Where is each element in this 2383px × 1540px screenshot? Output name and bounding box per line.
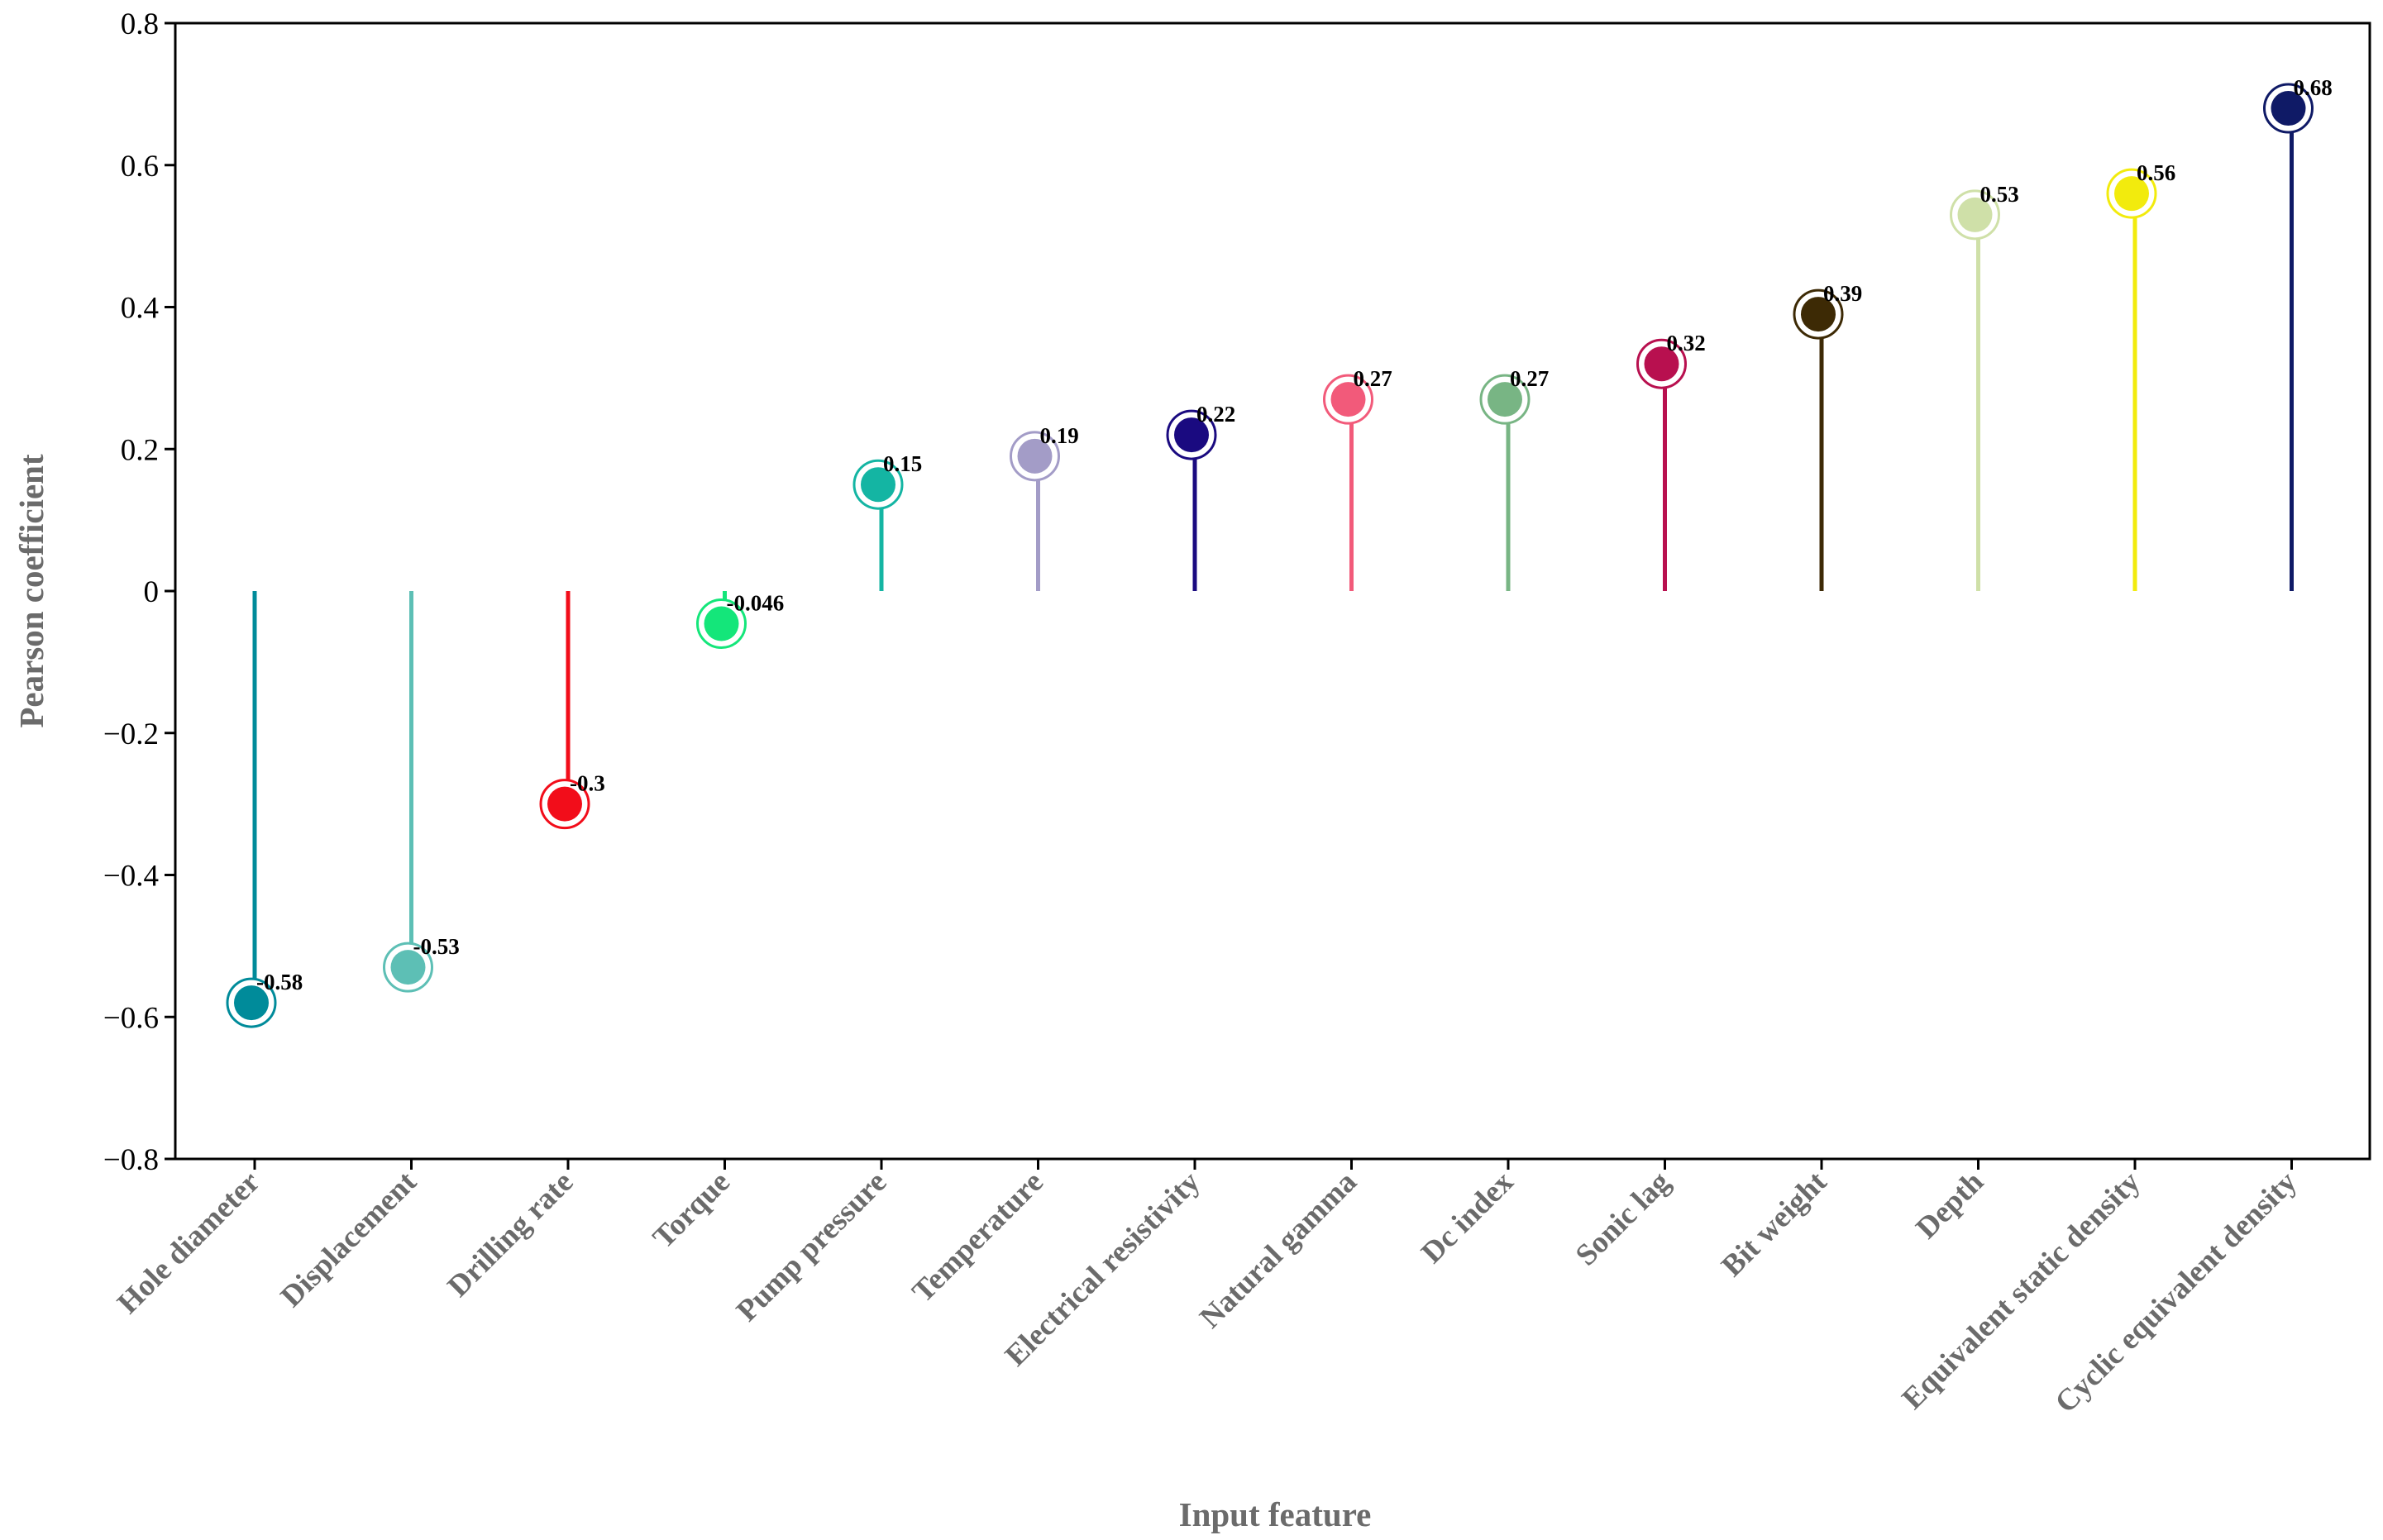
y-tick-label: 0.6 <box>121 150 159 184</box>
x-tick-label: Temperature <box>906 1165 1050 1309</box>
x-axis-title: Input feature <box>1179 1495 1372 1533</box>
value-label: 0.27 <box>1510 366 1549 391</box>
x-tick-label: Displacement <box>275 1165 424 1314</box>
y-tick-label: 0.4 <box>121 292 159 326</box>
marker-dot <box>1488 382 1522 417</box>
y-tick-label: −0.4 <box>103 860 159 894</box>
value-label: 0.19 <box>1040 423 1079 448</box>
y-tick-label: −0.8 <box>103 1143 159 1177</box>
value-label: -0.53 <box>413 934 460 959</box>
y-tick-label: −0.6 <box>103 1001 159 1035</box>
x-tick-label: Dc index <box>1415 1165 1520 1270</box>
y-tick-label: 0.8 <box>121 7 159 41</box>
x-tick-label: Torque <box>647 1165 737 1255</box>
y-axis: 0.8 0.6 0.4 0.2 0 −0.2 −0.4 −0.6 −0.8 <box>103 7 175 1177</box>
x-tick-label: Sonic lag <box>1569 1165 1677 1272</box>
marker-dot <box>547 786 582 822</box>
value-label: 0.22 <box>1196 402 1235 427</box>
marker-dot <box>1174 417 1209 453</box>
marker-dot <box>1957 197 1993 232</box>
marker-dot <box>390 950 426 985</box>
y-tick-label: 0 <box>144 575 160 609</box>
marker-dot <box>704 606 739 641</box>
x-tick-label: Bit weight <box>1715 1165 1834 1284</box>
marker-dot <box>2271 91 2306 126</box>
y-tick-label: −0.2 <box>103 718 159 751</box>
y-tick-label: 0.2 <box>121 433 159 467</box>
lollipop-marks: -0.58 -0.53 -0.3 -0.046 0.15 0.19 0.22 0.27 0.27… <box>226 75 2333 1028</box>
marker-dot <box>2114 176 2149 212</box>
plot-frame <box>174 21 2371 1161</box>
value-label: 0.39 <box>1823 281 1862 306</box>
x-tick-label: Natural gamma <box>1193 1165 1363 1335</box>
value-label: -0.046 <box>727 591 785 616</box>
marker-dot <box>1644 346 1679 382</box>
value-label: 0.27 <box>1354 366 1392 391</box>
y-axis-title: Pearson coefficient <box>12 454 50 728</box>
x-tick-label: Pump pressure <box>730 1165 893 1328</box>
x-axis: Hole diameter Displacement Drilling rate To… <box>111 1159 2304 1419</box>
value-label: -0.58 <box>256 970 303 994</box>
value-label: 0.53 <box>1980 182 2019 207</box>
marker-dot <box>1801 297 1836 332</box>
value-label: 0.15 <box>883 451 922 476</box>
marker-dot <box>1330 382 1366 417</box>
value-label: 0.68 <box>2294 75 2333 100</box>
x-tick-label: Drilling rate <box>442 1165 580 1304</box>
marker-dot <box>861 467 895 503</box>
x-tick-label: Hole diameter <box>111 1165 266 1320</box>
value-label: -0.3 <box>570 771 605 796</box>
x-tick-label: Depth <box>1910 1165 1991 1246</box>
marker-dot <box>234 985 269 1021</box>
value-label: 0.56 <box>2137 160 2175 185</box>
value-label: 0.32 <box>1667 331 1706 355</box>
marker-dot <box>1017 438 1053 474</box>
